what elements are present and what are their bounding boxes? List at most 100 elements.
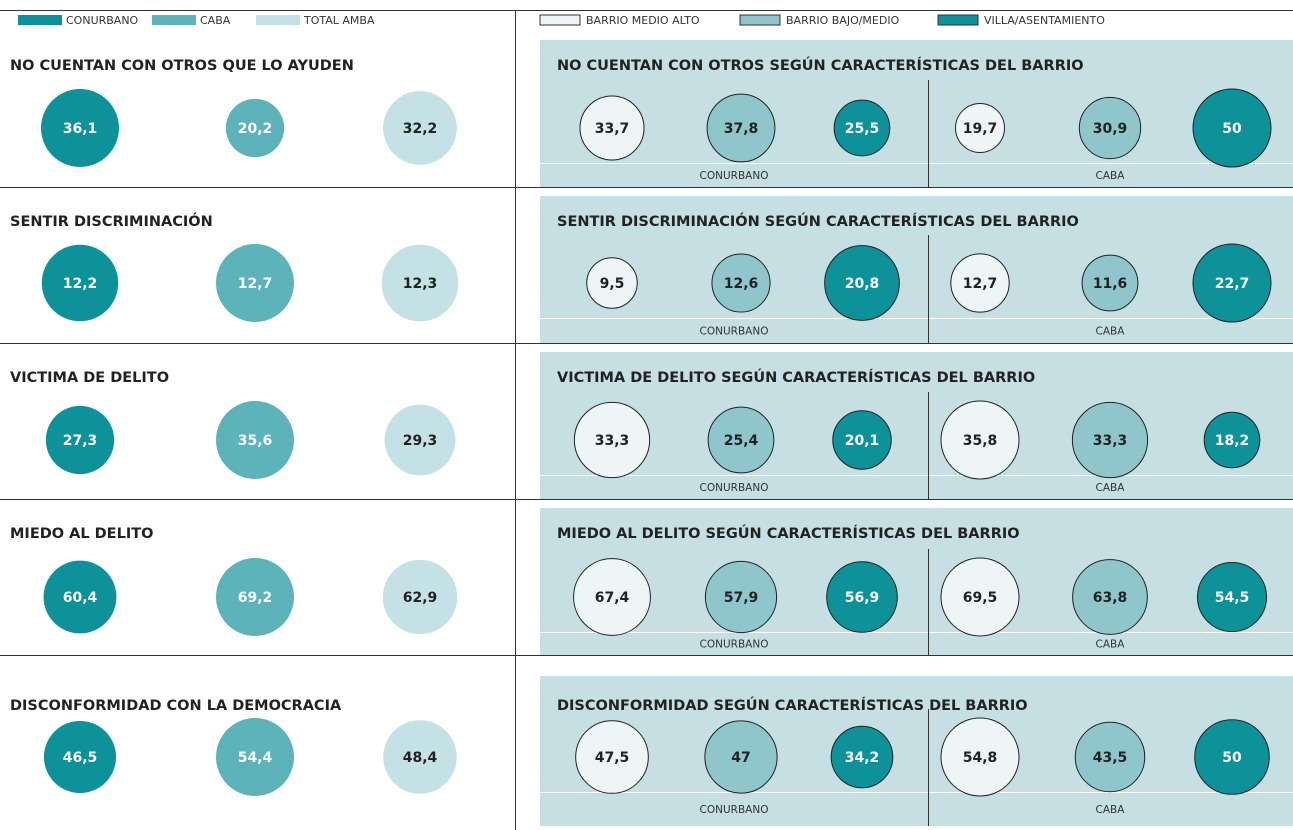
row-title: MIEDO AL DELITO SEGÚN CARACTERÍSTICAS DE… (557, 524, 1020, 542)
group-label: CABA (1096, 170, 1126, 182)
bubble (383, 720, 457, 794)
panel-background (540, 40, 1293, 187)
bubble (955, 103, 1005, 153)
legend-swatch (18, 15, 62, 25)
bubble (1203, 411, 1261, 469)
bubble (1196, 561, 1268, 633)
group-label: CONURBANO (700, 804, 769, 816)
row-title: MIEDO AL DELITO (10, 526, 153, 542)
bubble (711, 253, 771, 313)
bubble-label: 63,8 (1093, 590, 1128, 606)
bubble (940, 400, 1020, 480)
bubble-label: 30,9 (1093, 121, 1128, 137)
bubble (216, 244, 294, 322)
bubble (575, 720, 649, 794)
bubble (706, 93, 776, 163)
panel-background (540, 352, 1293, 499)
bubble-label: 29,3 (403, 433, 438, 449)
bubble-label: 56,9 (845, 590, 880, 606)
bubble-label: 50 (1222, 121, 1242, 137)
group-label: CONURBANO (700, 482, 769, 494)
bubble-label: 50 (1222, 750, 1242, 766)
legend-swatch (739, 14, 781, 26)
bubble (1192, 88, 1272, 168)
legend-swatch (937, 14, 979, 26)
bubble (1072, 559, 1148, 635)
bubble-label: 54,4 (238, 750, 273, 766)
bubble (1078, 96, 1142, 160)
row-title: NO CUENTAN CON OTROS SEGÚN CARACTERÍSTIC… (557, 56, 1084, 74)
bubble (579, 95, 645, 161)
bubble-label: 27,3 (63, 433, 98, 449)
bubble-label: 12,3 (403, 276, 438, 292)
bubble (382, 559, 458, 635)
legend-swatch (256, 15, 300, 25)
bubble-label: 9,5 (600, 276, 625, 292)
bubble-label: 60,4 (63, 590, 98, 606)
bubble-label: 37,8 (724, 121, 759, 137)
bubble (940, 557, 1020, 637)
group-label: CABA (1096, 482, 1126, 494)
bubble (1081, 254, 1139, 312)
bubble (826, 561, 898, 633)
bubble (1074, 721, 1146, 793)
bubble (824, 245, 900, 321)
bubble-label: 18,2 (1215, 433, 1250, 449)
panel-background (540, 676, 1293, 826)
bubble (586, 257, 638, 309)
group-label: CABA (1096, 639, 1126, 651)
bubble-label: 20,8 (845, 276, 880, 292)
bubble (43, 720, 117, 794)
bubble (216, 401, 294, 479)
bubble (381, 244, 459, 322)
bubble-label: 48,4 (403, 750, 438, 766)
bubble (573, 401, 651, 479)
bubble-label: 47,5 (595, 750, 630, 766)
row-title: VICTIMA DE DELITO (10, 370, 169, 386)
bubble-label: 69,5 (963, 590, 998, 606)
row-title: NO CUENTAN CON OTROS QUE LO AYUDEN (10, 58, 354, 74)
bubble-label: 20,2 (238, 121, 273, 137)
bubble-label: 57,9 (724, 590, 759, 606)
bubble-label: 33,3 (595, 433, 630, 449)
bubble-label: 33,3 (1093, 433, 1128, 449)
bubble (1071, 401, 1149, 479)
group-label: CABA (1096, 326, 1126, 338)
bubble (43, 560, 117, 634)
bubble-label: 62,9 (403, 590, 438, 606)
bubble-label: 54,8 (963, 750, 998, 766)
group-label: CABA (1096, 804, 1126, 816)
group-label: CONURBANO (700, 639, 769, 651)
bubble (704, 560, 778, 634)
bubble (830, 725, 894, 789)
legend-swatch (152, 15, 196, 25)
legend-label: BARRIO MEDIO ALTO (586, 14, 700, 27)
bubble (832, 410, 892, 470)
bubble (45, 405, 115, 475)
bubble (707, 406, 775, 474)
bubble (225, 98, 285, 158)
bubble-label: 22,7 (1215, 276, 1250, 292)
bubble-label: 32,2 (403, 121, 438, 137)
legend-label: VILLA/ASENTAMIENTO (984, 14, 1105, 27)
bubble-label: 67,4 (595, 590, 630, 606)
legend-swatch (539, 14, 581, 26)
bubble (384, 404, 456, 476)
bubble-label: 33,7 (595, 121, 630, 137)
legend-label: CABA (200, 14, 231, 27)
bubble (41, 244, 119, 322)
row-title: SENTIR DISCRIMINACIÓN (10, 212, 213, 230)
bubble (1194, 719, 1270, 795)
legend-label: BARRIO BAJO/MEDIO (786, 14, 900, 27)
row-title: DISCONFORMIDAD SEGÚN CARACTERÍSTICAS DEL… (557, 696, 1028, 714)
panel-background (540, 508, 1293, 655)
row-title: DISCONFORMIDAD CON LA DEMOCRACIA (10, 698, 342, 714)
legend-label: TOTAL AMBA (303, 14, 375, 27)
bubble-label: 12,7 (963, 276, 998, 292)
bubble (41, 89, 119, 167)
bubble (833, 99, 891, 157)
bubble-label: 12,6 (724, 276, 759, 292)
bubble (216, 558, 294, 636)
bubble-label: 11,6 (1093, 276, 1128, 292)
